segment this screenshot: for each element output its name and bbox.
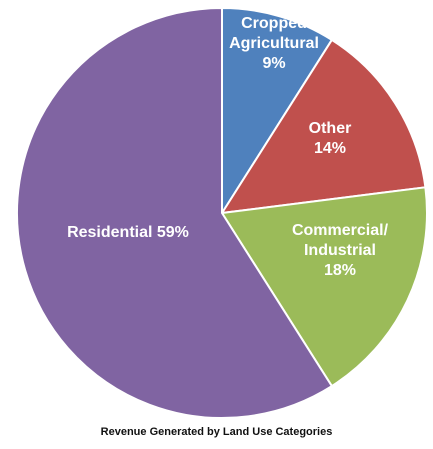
- pie-slice-1: [220, 38, 427, 215]
- slice-label-line: Other: [309, 120, 352, 137]
- pie-slice-3: [16, 6, 334, 419]
- pie-slice-0: [221, 6, 334, 217]
- slice-label-line: Residential 59%: [67, 224, 189, 241]
- slice-label-3: Residential 59%: [67, 224, 189, 241]
- slice-label-1: Other 14%: [309, 120, 352, 157]
- slice-label-line: 14%: [314, 140, 346, 157]
- slice-label-line: Commercial/: [292, 222, 389, 239]
- slice-label-line: Industrial: [304, 242, 376, 259]
- chart-title: Revenue Generated by Land Use Categories: [100, 426, 333, 438]
- slice-label-2: Commercial/Industrial 18%: [292, 222, 389, 279]
- slice-label-line: Cropped: [241, 15, 307, 32]
- slice-label-0: Cropped Agricultural 9%: [229, 15, 319, 72]
- slice-label-line: 18%: [324, 262, 356, 279]
- slice-label-line: Agricultural: [229, 35, 319, 52]
- slice-label-line: 9%: [262, 55, 285, 72]
- pie-slice-2: [220, 186, 428, 388]
